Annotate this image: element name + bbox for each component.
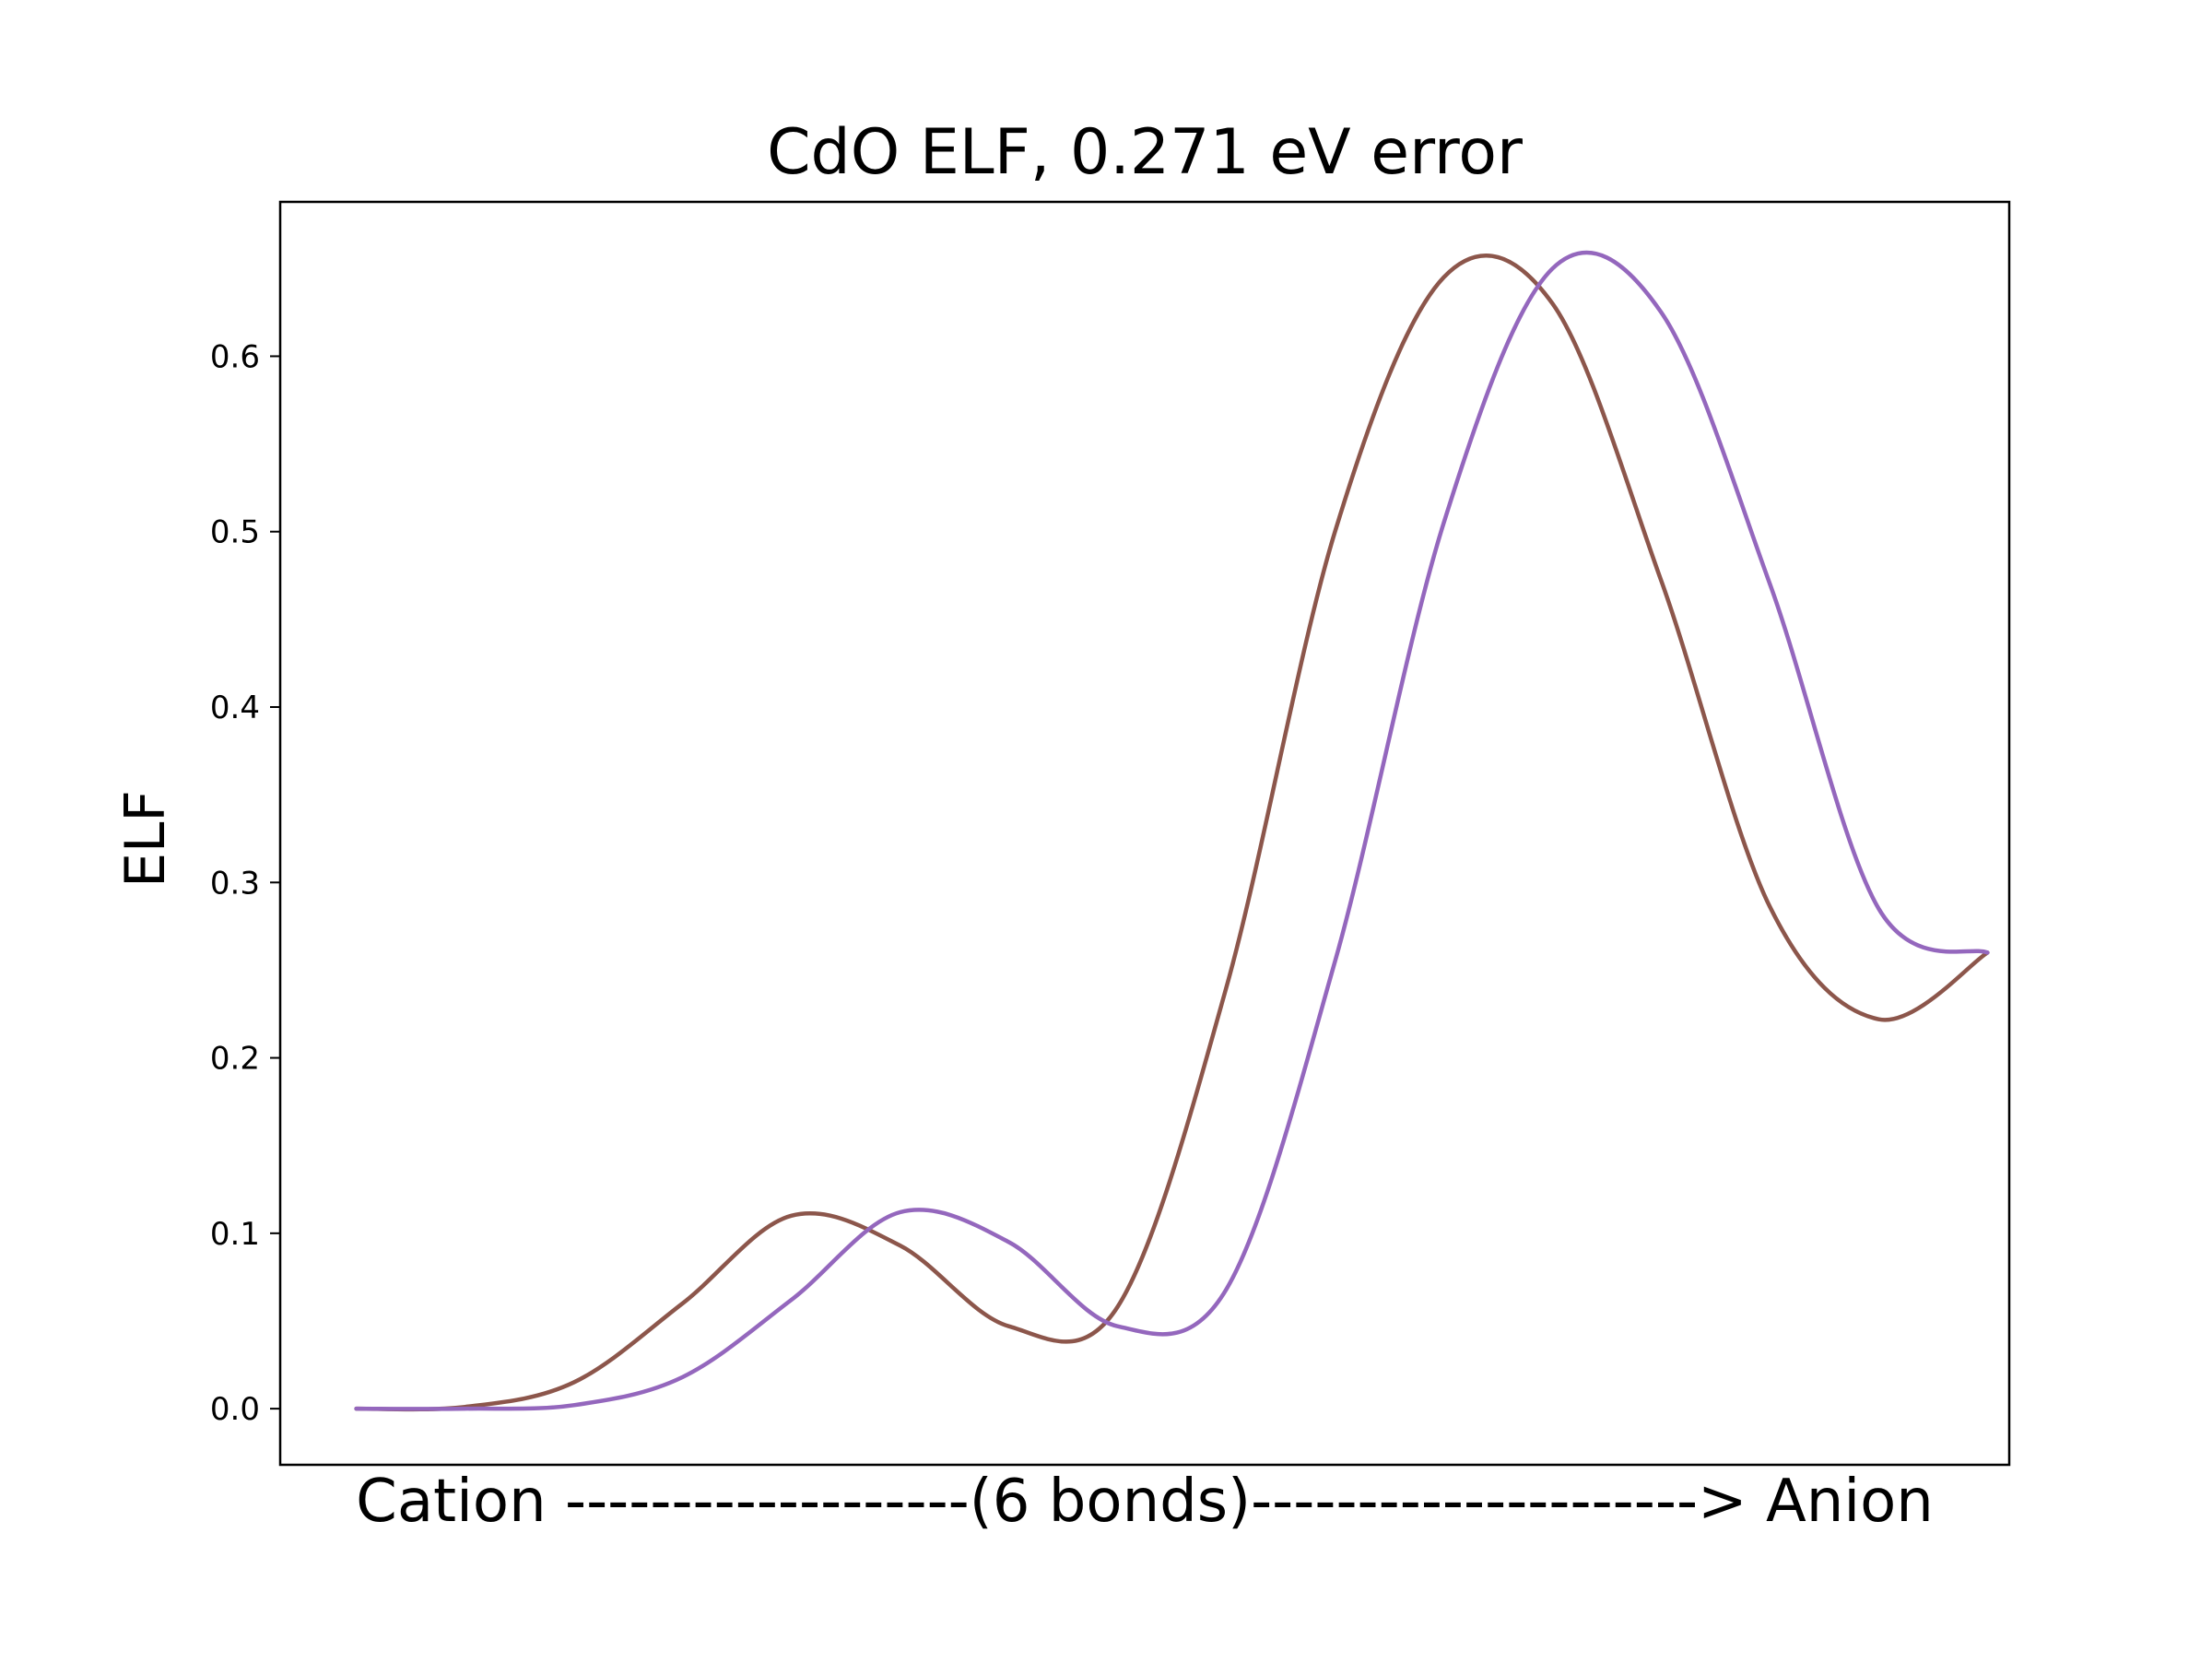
series-line-purple	[354, 250, 1990, 1411]
y-axis-ticks: 0.0 0.1 0.2 0.3 0.4 0.5 0.6	[210, 338, 280, 1428]
y-tick-label: 0.3	[210, 865, 260, 902]
series-layer	[354, 250, 1990, 1412]
y-tick-label: 0.4	[210, 690, 260, 726]
y-tick-label: 0.2	[210, 1041, 260, 1078]
chart-title: CdO ELF, 0.271 eV error	[767, 116, 1523, 189]
y-axis-label: ELF	[113, 790, 178, 888]
y-tick-label: 0.0	[210, 1391, 260, 1428]
x-axis-label: Cation -------------------(6 bonds)-----…	[356, 1468, 1934, 1536]
plot-area-frame	[278, 200, 2011, 1467]
series-line-brown	[354, 253, 1990, 1412]
y-tick-label: 0.1	[210, 1216, 260, 1253]
y-tick-label: 0.6	[210, 338, 260, 375]
y-tick-label: 0.5	[210, 514, 260, 551]
